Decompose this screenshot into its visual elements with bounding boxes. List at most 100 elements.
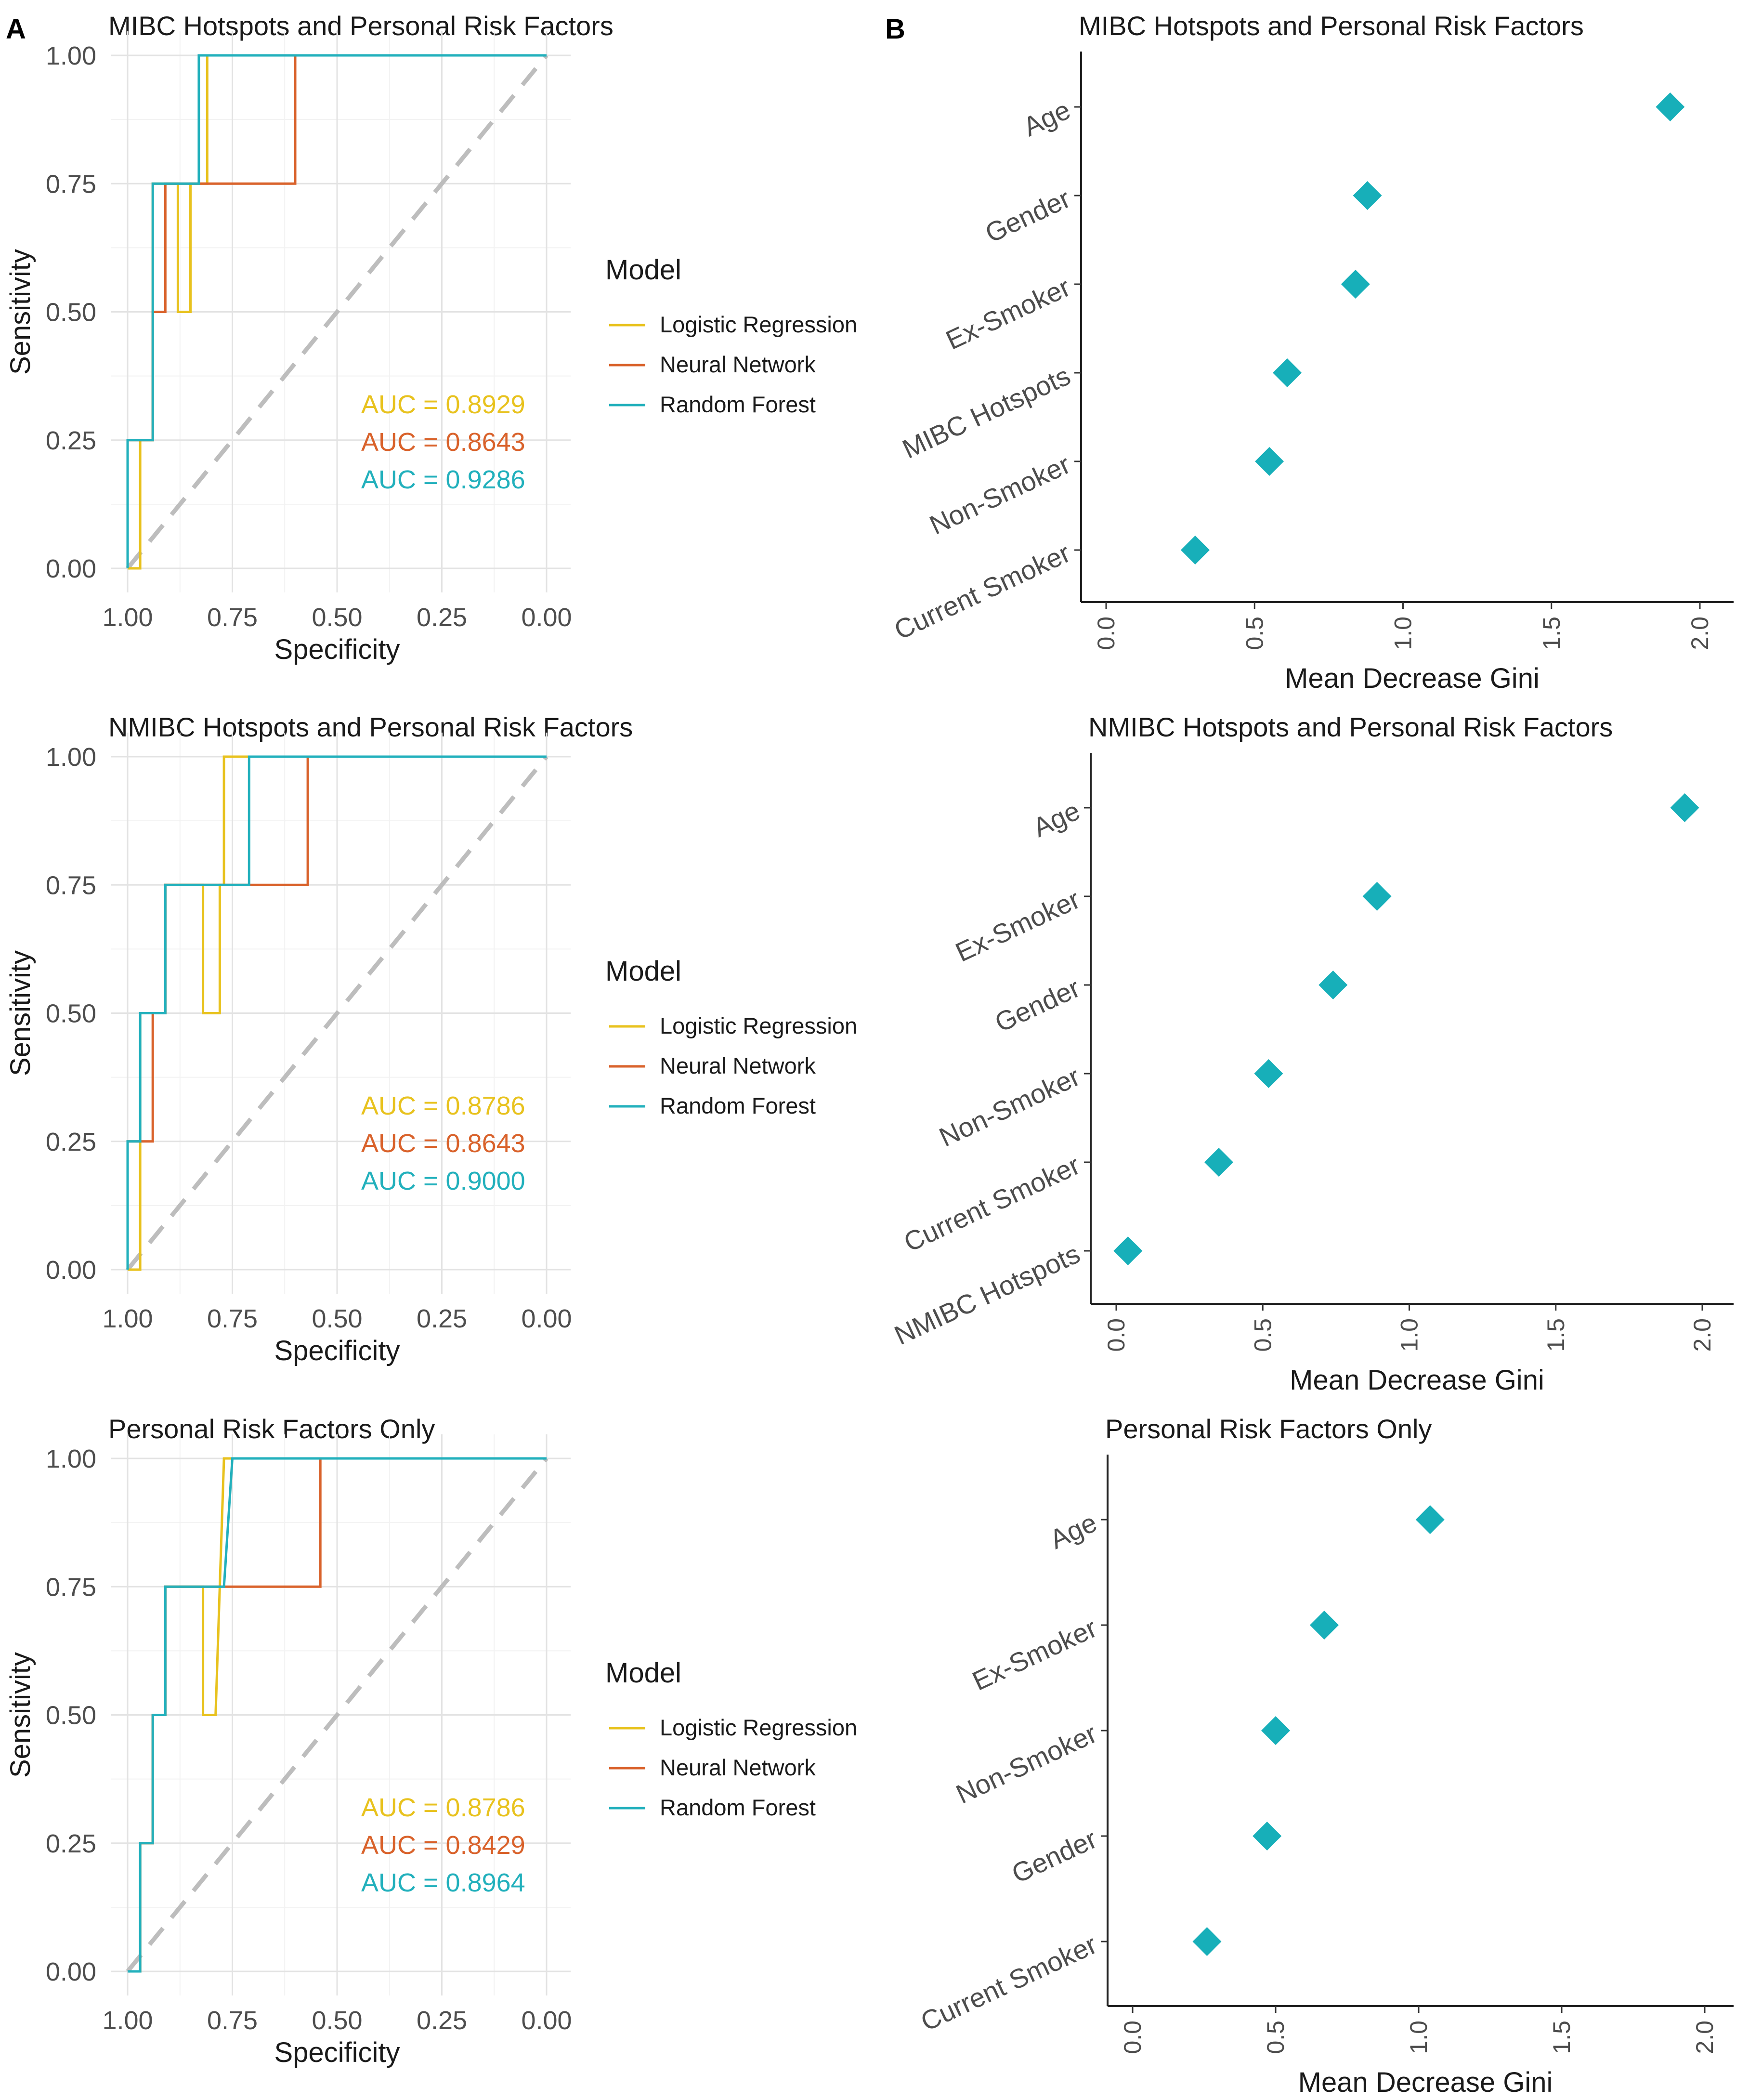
importance-point <box>1204 1148 1233 1177</box>
y-tick-label: 0.25 <box>46 426 96 455</box>
importance-point <box>1670 793 1699 822</box>
auc-label: AUC = 0.8429 <box>361 1831 525 1860</box>
y-tick-label: 1.00 <box>46 41 96 70</box>
x-tick-label: 0.0 <box>1103 1318 1130 1352</box>
importance-point <box>1318 971 1348 999</box>
x-tick-label: 0.5 <box>1249 1318 1276 1352</box>
x-tick-label: 1.0 <box>1405 2021 1432 2054</box>
importance-point <box>1362 882 1392 911</box>
auc-label: AUC = 0.8786 <box>361 1793 525 1822</box>
x-tick-label: 0.50 <box>312 603 362 632</box>
y-tick-label: 0.75 <box>46 871 96 900</box>
importance-point <box>1261 1716 1290 1745</box>
y-tick-label: 0.75 <box>46 170 96 198</box>
roc-curve-logistic-regression <box>128 54 547 570</box>
x-axis-label: Specificity <box>274 1335 400 1366</box>
x-tick-label: 0.00 <box>521 603 572 632</box>
legend-title: Model <box>605 254 681 286</box>
importance-point <box>1255 447 1284 476</box>
y-axis-label: Sensitivity <box>5 950 36 1076</box>
panel-b-label: B <box>885 13 905 45</box>
x-tick-label: 1.5 <box>1542 1318 1569 1352</box>
x-tick-label: 0.75 <box>207 2006 258 2035</box>
legend-label: Random Forest <box>660 392 816 417</box>
x-tick-label: 0.00 <box>521 1304 572 1333</box>
importance-point <box>1113 1236 1143 1265</box>
x-tick-label: 1.0 <box>1390 617 1417 650</box>
roc-title: NMIBC Hotspots and Personal Risk Factors <box>108 712 633 742</box>
x-axis-label: Mean Decrease Gini <box>1290 1365 1544 1396</box>
diagonal-reference-line <box>126 755 548 1271</box>
y-tick-label: 0.25 <box>46 1829 96 1858</box>
x-tick-label: 0.75 <box>207 1304 258 1333</box>
legend-label: Logistic Regression <box>660 1715 857 1740</box>
x-tick-label: 1.00 <box>102 1304 153 1333</box>
legend-title: Model <box>605 956 681 987</box>
panel-a-label: A <box>6 13 26 45</box>
y-axis-label: Sensitivity <box>5 249 36 375</box>
y-axis-label: Sensitivity <box>5 1652 36 1778</box>
importance-point <box>1309 1611 1339 1640</box>
importance-point <box>1180 536 1210 564</box>
x-tick-label: 0.25 <box>417 2006 467 2035</box>
x-axis-label: Mean Decrease Gini <box>1285 663 1540 694</box>
y-tick-label: 0.00 <box>46 1957 96 1986</box>
y-tick-label: 0.50 <box>46 298 96 327</box>
roc-curve-random-forest <box>126 54 547 568</box>
x-tick-label: 2.0 <box>1691 2021 1718 2054</box>
importance-point <box>1253 1822 1282 1851</box>
x-tick-label: 1.00 <box>102 603 153 632</box>
y-tick-label: 0.50 <box>46 999 96 1028</box>
x-tick-label: 0.5 <box>1241 617 1268 650</box>
importance-point <box>1353 181 1382 210</box>
x-axis-label: Mean Decrease Gini <box>1298 2067 1553 2098</box>
importance-point <box>1656 92 1685 121</box>
legend-label: Neural Network <box>660 1053 816 1078</box>
legend-label: Logistic Regression <box>660 312 857 337</box>
legend-label: Random Forest <box>660 1093 816 1118</box>
x-tick-label: 0.50 <box>312 2006 362 2035</box>
roc-chart-2: NMIBC Hotspots and Personal Risk Factors… <box>5 712 857 1366</box>
roc-chart-4: Personal Risk Factors Only 0.00 0.25 0.50 0.… <box>5 1414 857 2068</box>
x-tick-label: 2.0 <box>1689 1318 1716 1352</box>
legend-title: Model <box>605 1657 681 1689</box>
importance-title: MIBC Hotspots and Personal Risk Factors <box>1079 11 1584 41</box>
roc-title: Personal Risk Factors Only <box>108 1414 435 1444</box>
roc-chart-0: MIBC Hotspots and Personal Risk Factors 0… <box>5 11 857 665</box>
importance-point <box>1254 1059 1283 1088</box>
x-tick-label: 0.0 <box>1119 2021 1146 2054</box>
x-axis-label: Specificity <box>274 2037 400 2068</box>
x-tick-label: 0.75 <box>207 603 258 632</box>
x-axis-label: Specificity <box>274 634 400 665</box>
y-tick-label: 1.00 <box>46 1444 96 1473</box>
auc-label: AUC = 0.8643 <box>361 1129 525 1158</box>
legend-label: Logistic Regression <box>660 1013 857 1038</box>
x-tick-label: 1.0 <box>1396 1318 1423 1352</box>
auc-label: AUC = 0.8643 <box>361 428 525 457</box>
y-tick-label: 0.00 <box>46 554 96 583</box>
x-tick-label: 0.25 <box>417 603 467 632</box>
roc-curve-random-forest <box>128 1457 547 1973</box>
auc-label: AUC = 0.9000 <box>361 1167 525 1195</box>
x-tick-label: 0.50 <box>312 1304 362 1333</box>
diagonal-reference-line <box>126 54 548 570</box>
y-tick-label: 0.25 <box>46 1128 96 1156</box>
legend-label: Neural Network <box>660 1755 816 1780</box>
x-tick-label: 0.25 <box>417 1304 467 1333</box>
y-tick-label: 0.75 <box>46 1573 96 1601</box>
auc-label: AUC = 0.8929 <box>361 390 525 419</box>
importance-title: Personal Risk Factors Only <box>1105 1414 1432 1444</box>
legend-label: Random Forest <box>660 1795 816 1820</box>
diagonal-reference-line <box>126 1457 548 1973</box>
importance-point <box>1273 358 1302 387</box>
legend-label: Neural Network <box>660 352 816 377</box>
x-tick-label: 1.5 <box>1548 2021 1575 2054</box>
x-tick-label: 1.00 <box>102 2006 153 2035</box>
x-tick-label: 0.0 <box>1093 617 1120 650</box>
y-tick-label: 1.00 <box>46 743 96 772</box>
importance-point <box>1415 1505 1445 1534</box>
auc-label: AUC = 0.9286 <box>361 465 525 494</box>
x-tick-label: 1.5 <box>1538 617 1565 650</box>
auc-label: AUC = 0.8786 <box>361 1091 525 1120</box>
y-tick-label: 0.50 <box>46 1701 96 1730</box>
